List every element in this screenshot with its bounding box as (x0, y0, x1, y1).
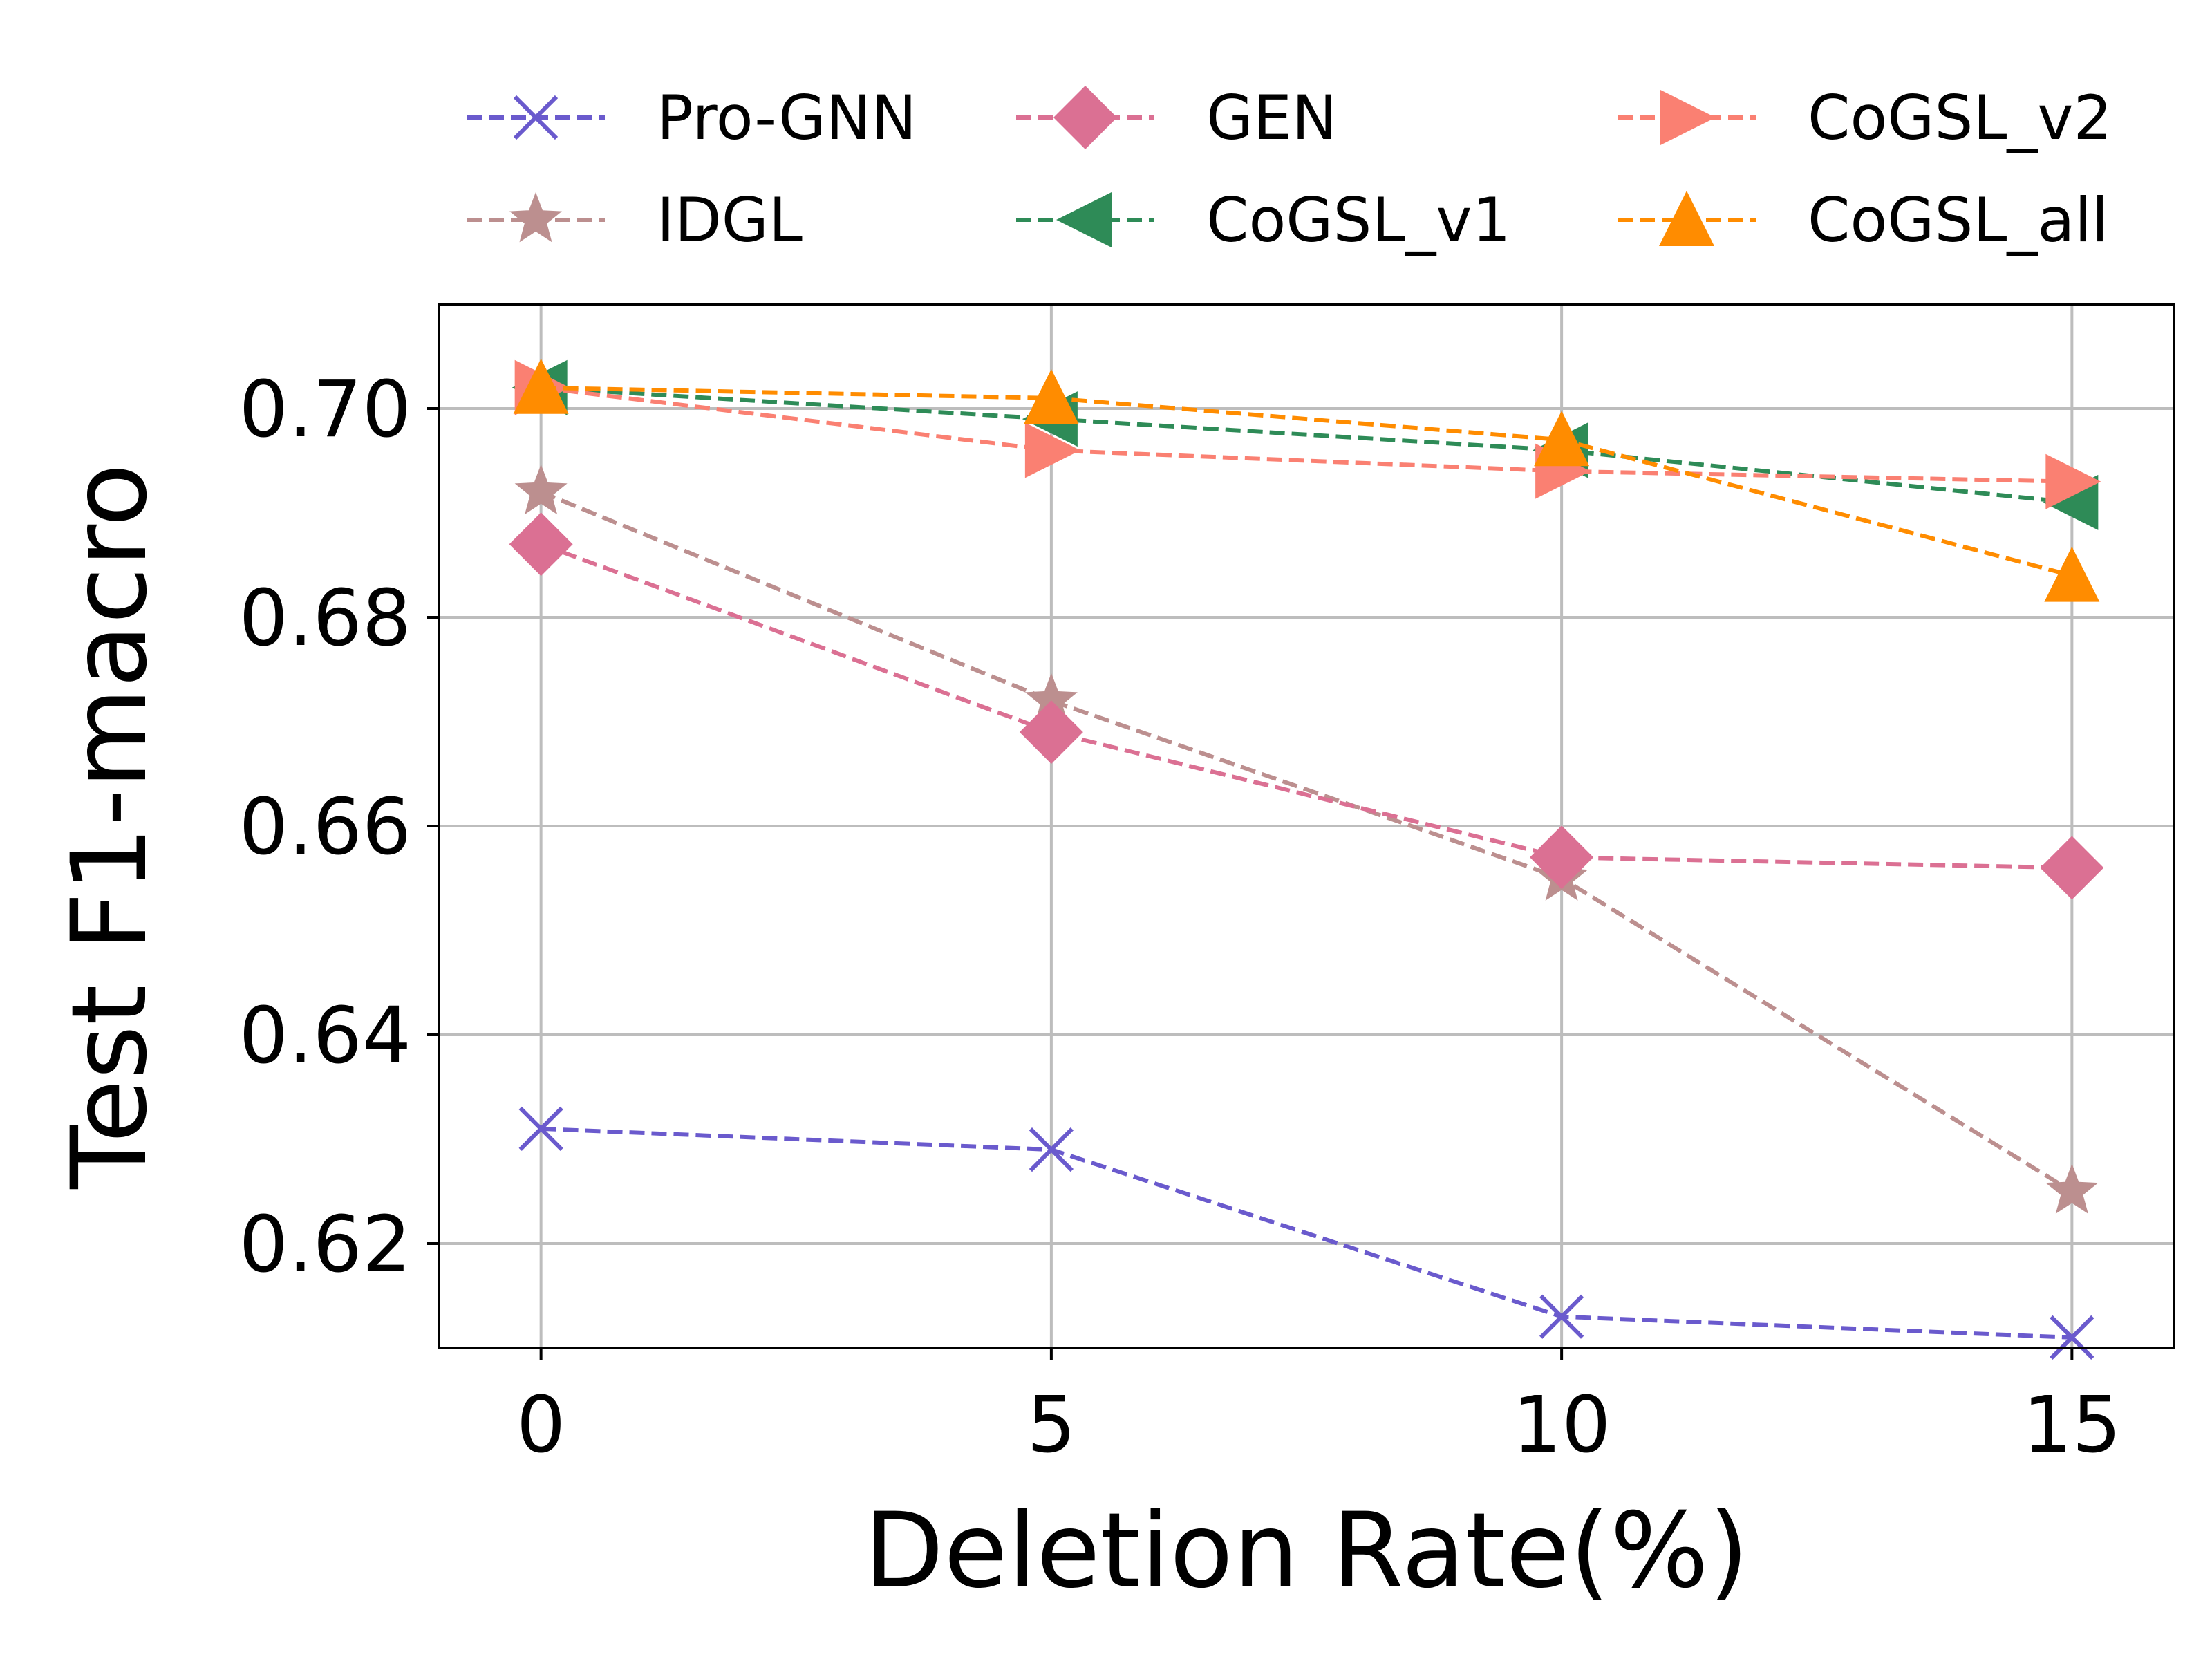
data-point-gen (2040, 836, 2104, 900)
series-line-pro-gnn (541, 1126, 2072, 1340)
y-tick-label: 0.70 (239, 365, 411, 455)
series-line-idgl (540, 490, 2073, 1194)
series-idgl (514, 464, 2099, 1214)
legend-marker-idgl (509, 192, 562, 243)
data-point-idgl (2045, 1163, 2099, 1214)
legend-item-gen: GEN (1016, 82, 1338, 153)
data-point-pro-gnn (518, 1106, 563, 1152)
data-point-cogsl-all (513, 358, 569, 414)
y-axis-ticks: 0.62 0.64 0.66 0.68 0.70 (239, 365, 439, 1290)
series-layer (509, 358, 2104, 1360)
series-gen (509, 512, 2104, 900)
data-point-gen (1019, 700, 1083, 765)
data-point-cogsl-all (2044, 546, 2100, 602)
legend-marker-pro-gnn (513, 95, 559, 140)
series-pro-gnn (518, 1106, 2094, 1360)
series-line-gen (540, 542, 2072, 870)
data-point-gen (509, 512, 573, 577)
x-tick-label: 5 (1027, 1380, 1076, 1470)
y-tick-label: 0.66 (239, 782, 411, 872)
legend-label: CoGSL_v1 (1206, 185, 1510, 256)
legend-label: Pro-GNN (657, 82, 917, 153)
data-point-idgl (1024, 673, 1078, 724)
data-point-idgl (514, 464, 568, 515)
legend-label: CoGSL_all (1808, 185, 2108, 256)
series-cogsl-all (513, 358, 2100, 602)
x-tick-label: 10 (1512, 1380, 1611, 1470)
series-cogsl-v2 (514, 359, 2101, 509)
y-axis-title: Test F1-macro (50, 463, 170, 1190)
x-axis-ticks: 0 5 10 15 (516, 1348, 2121, 1470)
legend-marker-gen (1053, 86, 1117, 149)
series-line-cogsl-v2 (541, 385, 2072, 484)
legend-marker-cogsl-all (1659, 191, 1714, 246)
x-tick-label: 0 (516, 1380, 565, 1470)
legend-label: GEN (1206, 82, 1338, 153)
legend-item-cogsl-v1: CoGSL_v1 (1016, 185, 1510, 256)
grid-lines (439, 304, 2174, 1348)
legend-marker-cogsl-v1 (1056, 192, 1112, 247)
y-tick-label: 0.64 (239, 991, 411, 1081)
legend-item-cogsl-v2: CoGSL_v2 (1618, 82, 2112, 153)
legend: Pro-GNN IDGL GEN CoGSL_v1 CoGSL_v2 CoGSL_all (467, 82, 2112, 256)
legend-marker-cogsl-v2 (1660, 90, 1716, 145)
data-point-cogsl-v2 (2045, 453, 2101, 509)
series-line-cogsl-v1 (541, 385, 2072, 505)
y-tick-label: 0.68 (239, 574, 411, 664)
data-point-pro-gnn (1029, 1127, 1074, 1172)
x-axis-title: Deletion Rate(%) (864, 1491, 1749, 1611)
data-point-cogsl-all (1023, 368, 1079, 424)
data-point-cogsl-v2 (1024, 422, 1080, 478)
series-cogsl-v1 (512, 359, 2099, 530)
legend-item-pro-gnn: Pro-GNN (467, 82, 917, 153)
legend-item-idgl: IDGL (467, 185, 803, 256)
data-point-gen (1530, 825, 1594, 890)
x-tick-label: 15 (2023, 1380, 2121, 1470)
legend-label: CoGSL_v2 (1808, 82, 2112, 153)
y-tick-label: 0.62 (239, 1200, 411, 1290)
data-point-pro-gnn (2050, 1315, 2094, 1360)
legend-item-cogsl-all: CoGSL_all (1618, 185, 2108, 256)
data-point-pro-gnn (1539, 1294, 1584, 1339)
data-point-cogsl-all (1534, 411, 1590, 467)
legend-label: IDGL (657, 185, 803, 256)
series-line-cogsl-all (541, 385, 2073, 578)
